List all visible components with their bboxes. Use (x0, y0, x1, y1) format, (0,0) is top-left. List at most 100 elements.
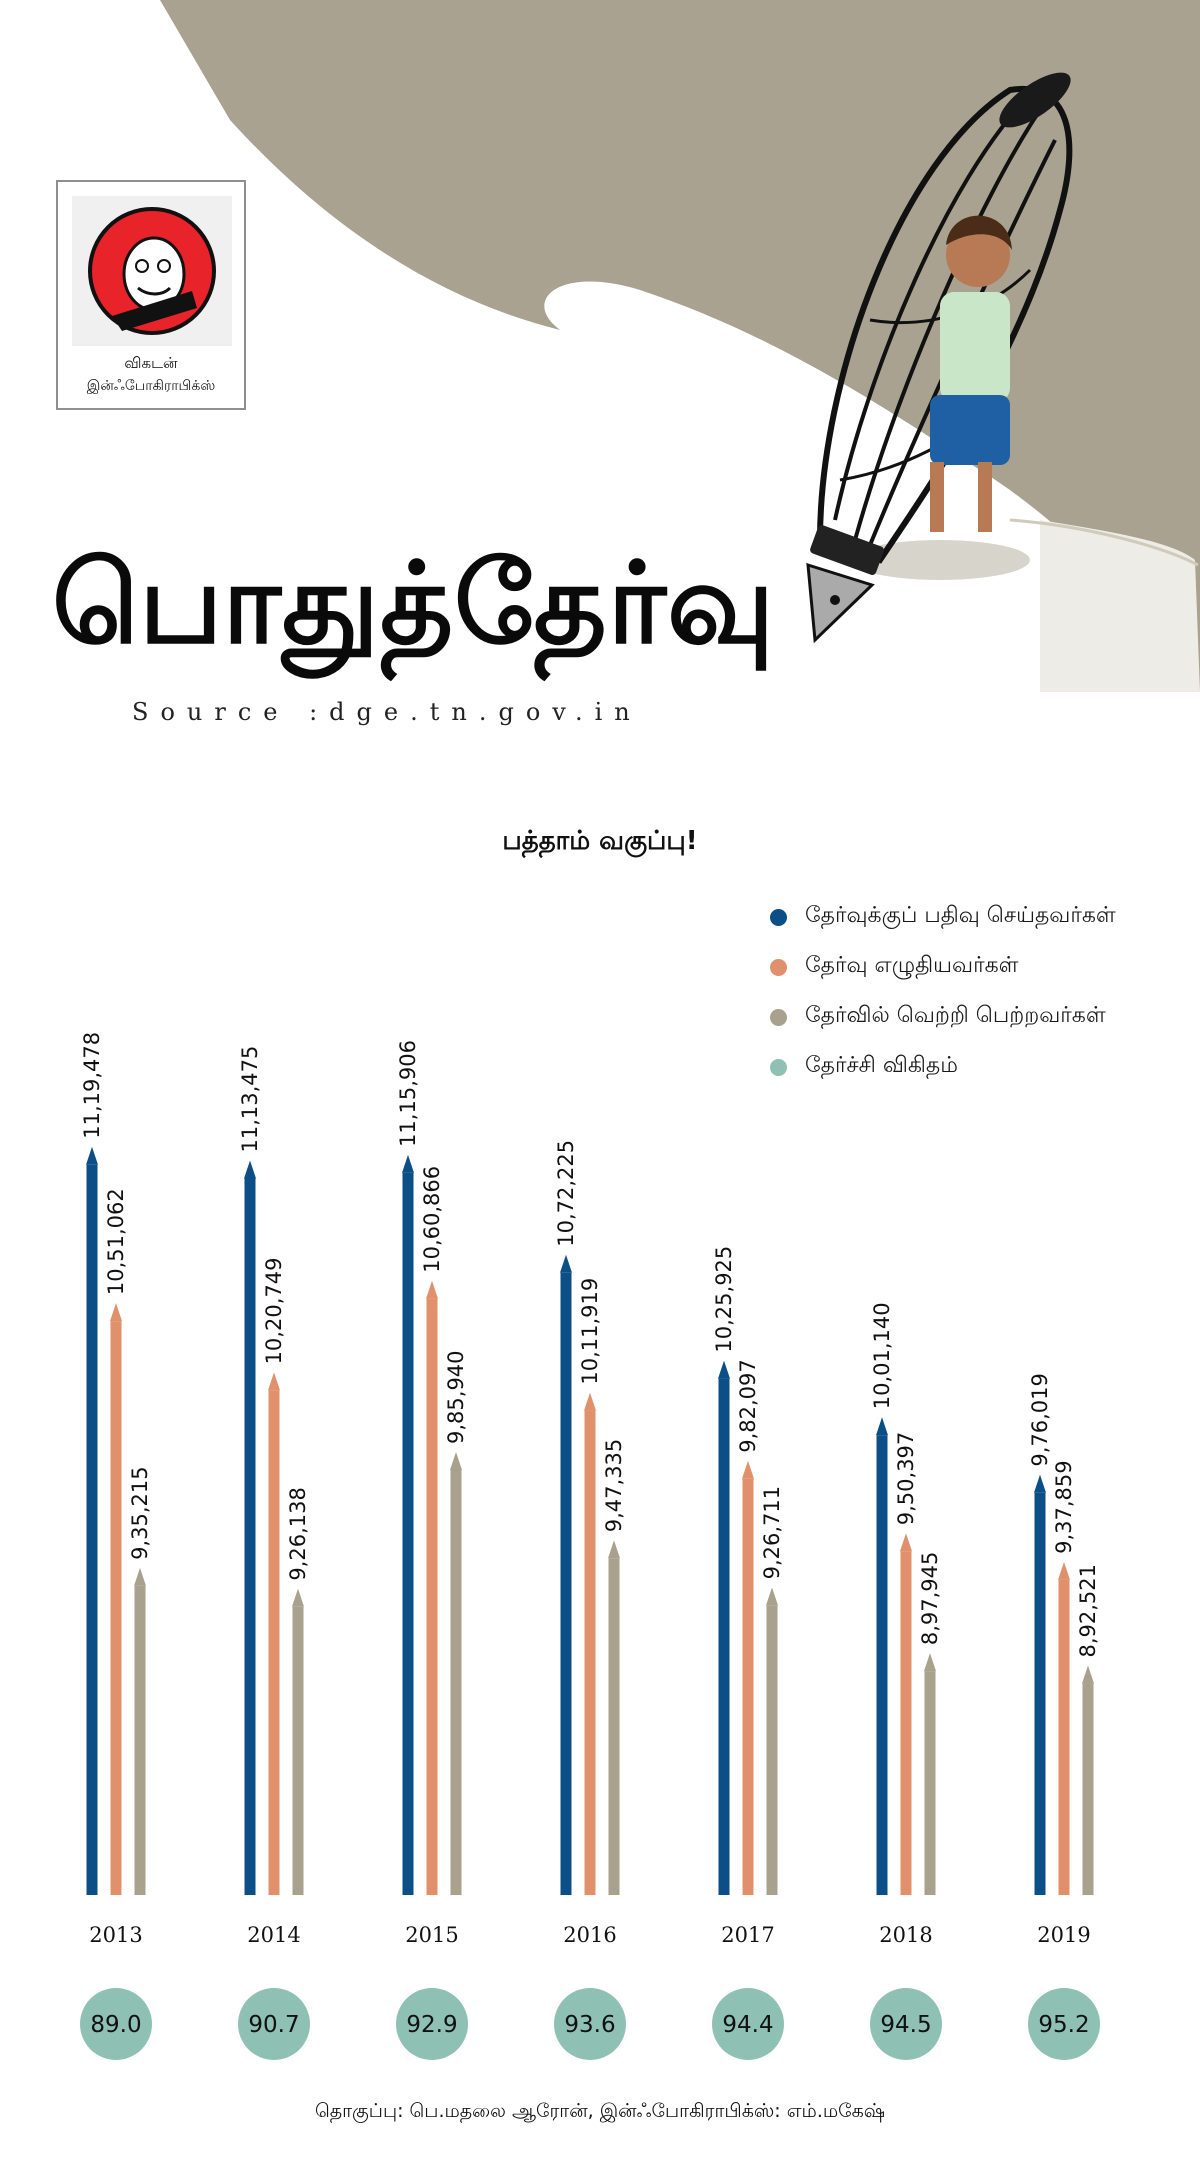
paper-sheet-background (160, 0, 1200, 690)
legend-label-passed: தேர்வில் வெற்றி பெற்றவர்கள் (805, 1003, 1106, 1028)
bar-appeared-2013 (110, 1321, 122, 1895)
legend-label-appeared: தேர்வு எழுதியவர்கள் (805, 953, 1019, 978)
value-label-appeared-2019: 9,37,859 (1052, 1460, 1076, 1554)
bar-passed-2014 (292, 1606, 304, 1895)
legend-swatch-appeared (770, 958, 787, 976)
legend-swatch-pass-rate (770, 1058, 787, 1076)
legend-item-appeared: தேர்வு எழுதியவர்கள் (770, 951, 1019, 983)
pen-nib-registered-2013 (86, 1146, 98, 1165)
pen-nib-passed-2019 (1082, 1665, 1094, 1684)
bar-passed-2013 (134, 1585, 146, 1895)
bar-appeared-2016 (584, 1410, 596, 1895)
pass-rate-label-2019: 95.2 (1038, 2012, 1089, 2038)
vikatan-logo: விகடன் இன்ஃபோகிராபிக்ஸ் (56, 180, 246, 410)
hero-illustration (160, 0, 1200, 692)
value-label-registered-2015: 11,15,906 (396, 1040, 420, 1147)
x-tick-label-2014: 2014 (247, 1923, 300, 1947)
pen-nib-appeared-2016 (584, 1392, 596, 1411)
value-label-appeared-2016: 10,11,919 (578, 1278, 602, 1385)
value-label-passed-2015: 9,85,940 (444, 1350, 468, 1444)
pass-rate-circle-2015 (396, 1988, 468, 2060)
chart-title: பத்தாம் வகுப்பு! (502, 826, 698, 856)
legend-item-registered: தேர்வுக்குப் பதிவு செய்தவர்கள் (770, 901, 1116, 933)
pen-nib-passed-2016 (608, 1540, 620, 1559)
bar-appeared-2018 (900, 1551, 912, 1895)
logo-mascot-icon (72, 196, 232, 346)
bar-registered-2013 (86, 1164, 98, 1895)
pen-nib-passed-2015 (450, 1451, 462, 1470)
pass-rate-label-2017: 94.4 (722, 2012, 773, 2038)
pass-rate-label-2014: 90.7 (248, 2012, 299, 2038)
bar-passed-2015 (450, 1469, 462, 1895)
pen-nib-passed-2017 (766, 1587, 778, 1606)
pass-rate-circle-2019 (1028, 1988, 1100, 2060)
value-label-appeared-2013: 10,51,062 (104, 1188, 128, 1295)
pen-nib-appeared-2014 (268, 1372, 280, 1391)
pen-nib-registered-2015 (402, 1154, 414, 1173)
value-label-registered-2014: 11,13,475 (238, 1046, 262, 1153)
value-label-passed-2013: 9,35,215 (128, 1466, 152, 1560)
bar-passed-2017 (766, 1605, 778, 1895)
value-label-registered-2017: 10,25,925 (712, 1246, 736, 1353)
pen-nib-appeared-2015 (426, 1280, 438, 1299)
page-title: பொதுத்தேர்வு (52, 539, 776, 669)
legend-swatch-registered (770, 908, 787, 926)
bar-registered-2016 (560, 1272, 572, 1895)
bar-appeared-2019 (1058, 1579, 1070, 1895)
credits-footer: தொகுப்பு: பெ.மதலை ஆரோன், இன்ஃபோகிராபிக்ஸ… (314, 2100, 886, 2122)
pass-rate-circle-2016 (554, 1988, 626, 2060)
legend-label-registered: தேர்வுக்குப் பதிவு செய்தவர்கள் (805, 903, 1116, 928)
pass-rate-label-2018: 94.5 (880, 2012, 931, 2038)
legend-item-passed: தேர்வில் வெற்றி பெற்றவர்கள் (770, 1001, 1106, 1033)
bar-registered-2017 (718, 1378, 730, 1895)
pen-nib-registered-2018 (876, 1417, 888, 1436)
pen-nib-passed-2014 (292, 1588, 304, 1607)
bar-registered-2015 (402, 1172, 414, 1895)
bar-passed-2016 (608, 1558, 620, 1895)
bar-registered-2018 (876, 1435, 888, 1895)
bar-passed-2018 (924, 1671, 936, 1895)
value-label-appeared-2017: 9,82,097 (736, 1359, 760, 1453)
x-tick-label-2016: 2016 (563, 1923, 616, 1947)
pen-nib-registered-2014 (244, 1160, 256, 1179)
pass-rate-label-2016: 93.6 (564, 2012, 615, 2038)
legend-swatch-passed (770, 1008, 787, 1026)
logo-brand-name: விகடன் (124, 354, 178, 372)
bar-appeared-2015 (426, 1298, 438, 1895)
value-label-registered-2019: 9,76,019 (1028, 1373, 1052, 1467)
legend-label-pass-rate: தேர்ச்சி விகிதம் (805, 1053, 958, 1078)
pen-nib-appeared-2013 (110, 1303, 122, 1322)
bar-appeared-2017 (742, 1478, 754, 1895)
caged-boy-icon (930, 215, 1012, 532)
paper-page (1040, 520, 1200, 692)
logo-brand-subtitle: இன்ஃபோகிராபிக்ஸ் (86, 378, 216, 394)
pen-nib-registered-2017 (718, 1360, 730, 1379)
x-tick-label-2015: 2015 (405, 1923, 458, 1947)
paper-page-edge (1009, 518, 1199, 567)
pass-rate-circle-2017 (712, 1988, 784, 2060)
value-label-appeared-2018: 9,50,397 (894, 1432, 918, 1526)
pen-nib-appeared-2018 (900, 1533, 912, 1552)
pass-rate-circle-2014 (238, 1988, 310, 2060)
x-tick-label-2017: 2017 (721, 1923, 774, 1947)
pen-nib-registered-2016 (560, 1254, 572, 1273)
bar-registered-2014 (244, 1178, 256, 1895)
value-label-registered-2016: 10,72,225 (554, 1140, 578, 1247)
value-label-passed-2019: 8,92,521 (1076, 1564, 1100, 1658)
value-label-passed-2018: 8,97,945 (918, 1552, 942, 1646)
pass-rate-circle-2018 (870, 1988, 942, 2060)
bar-appeared-2014 (268, 1390, 280, 1895)
pen-cage-icon (806, 72, 1073, 644)
pen-nib-registered-2019 (1034, 1474, 1046, 1493)
pass-rate-label-2015: 92.9 (406, 2012, 457, 2038)
bar-chart: 11,19,478 10,51,062 9,35,215 2013 89.0 11,13,… (80, 1032, 1100, 2060)
pass-rate-label-2013: 89.0 (90, 2012, 141, 2038)
pass-rate-circle-2013 (80, 1988, 152, 2060)
value-label-registered-2013: 11,19,478 (80, 1032, 104, 1139)
value-label-passed-2014: 9,26,138 (286, 1487, 310, 1581)
bar-registered-2019 (1034, 1492, 1046, 1895)
pen-nib-passed-2018 (924, 1653, 936, 1672)
value-label-passed-2016: 9,47,335 (602, 1439, 626, 1533)
value-label-registered-2018: 10,01,140 (870, 1302, 894, 1409)
legend-item-pass-rate: தேர்ச்சி விகிதம் (770, 1051, 958, 1083)
